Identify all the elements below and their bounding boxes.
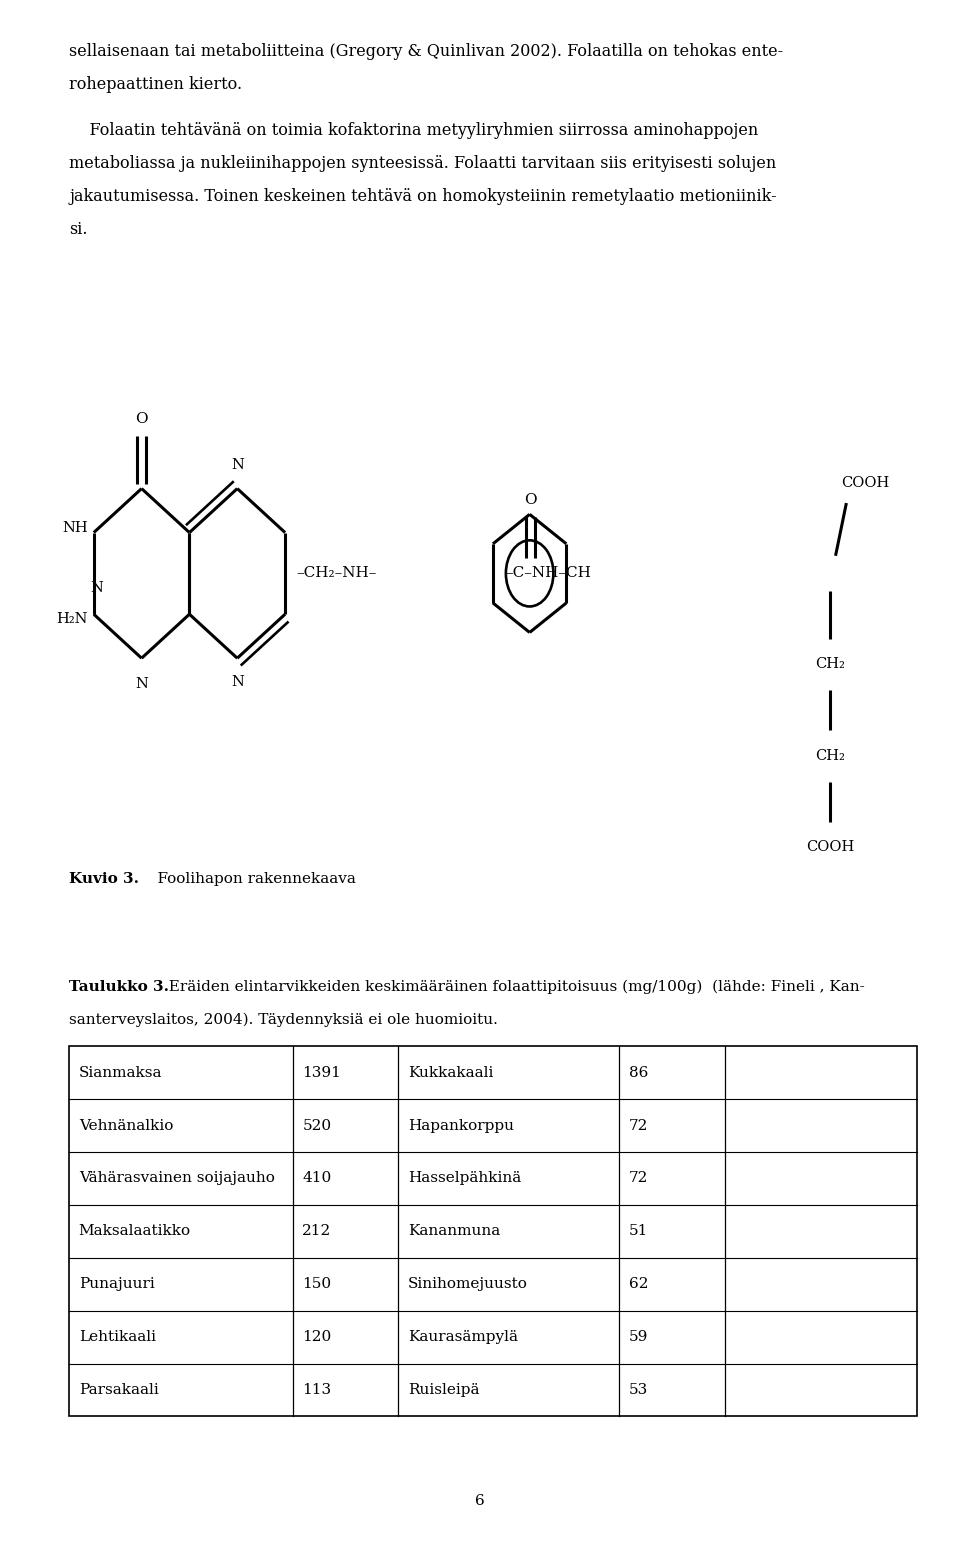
Text: rohepaattinen kierto.: rohepaattinen kierto. bbox=[69, 76, 242, 94]
Text: metaboliassa ja nukleiinihappojen synteesissä. Folaatti tarvitaan siis erityises: metaboliassa ja nukleiinihappojen syntee… bbox=[69, 154, 777, 173]
Text: 53: 53 bbox=[629, 1383, 648, 1396]
Text: Hasselpähkinä: Hasselpähkinä bbox=[408, 1171, 521, 1185]
Text: Eräiden elintarvikkeiden keskimääräinen folaattipitoisuus (mg/100g)  (lähde: Fin: Eräiden elintarvikkeiden keskimääräinen … bbox=[159, 980, 865, 994]
Text: 410: 410 bbox=[302, 1171, 331, 1185]
Text: CH₂: CH₂ bbox=[815, 748, 845, 762]
Text: 120: 120 bbox=[302, 1330, 331, 1344]
Text: O: O bbox=[135, 412, 148, 426]
Text: 1391: 1391 bbox=[302, 1066, 341, 1080]
Text: N: N bbox=[90, 582, 103, 596]
Text: –CH₂–NH–: –CH₂–NH– bbox=[296, 566, 376, 580]
Text: 212: 212 bbox=[302, 1224, 331, 1239]
Text: jakautumisessa. Toinen keskeinen tehtävä on homokysteiinin remetylaatio metionii: jakautumisessa. Toinen keskeinen tehtävä… bbox=[69, 188, 777, 205]
Text: Kukkakaali: Kukkakaali bbox=[408, 1066, 493, 1080]
Text: Kaurasämpylä: Kaurasämpylä bbox=[408, 1330, 518, 1344]
Text: N: N bbox=[230, 458, 244, 472]
Text: Vähärasvainen soijajauho: Vähärasvainen soijajauho bbox=[79, 1171, 275, 1185]
Text: COOH: COOH bbox=[806, 841, 854, 855]
Text: sellaisenaan tai metaboliitteina (Gregory & Quinlivan 2002). Folaatilla on tehok: sellaisenaan tai metaboliitteina (Gregor… bbox=[69, 43, 783, 60]
Text: NH: NH bbox=[61, 520, 87, 534]
Text: 6: 6 bbox=[475, 1494, 485, 1509]
Text: Hapankorppu: Hapankorppu bbox=[408, 1119, 514, 1133]
Text: si.: si. bbox=[69, 221, 87, 239]
Text: H₂N: H₂N bbox=[56, 613, 87, 626]
Text: –C–NH–CH: –C–NH–CH bbox=[506, 566, 591, 580]
Text: Parsakaali: Parsakaali bbox=[79, 1383, 158, 1396]
Text: 113: 113 bbox=[302, 1383, 331, 1396]
Text: 86: 86 bbox=[629, 1066, 648, 1080]
Text: 51: 51 bbox=[629, 1224, 648, 1239]
Text: 62: 62 bbox=[629, 1278, 648, 1291]
Text: Kuvio 3.: Kuvio 3. bbox=[69, 872, 139, 886]
Text: Kananmuna: Kananmuna bbox=[408, 1224, 500, 1239]
Text: N: N bbox=[135, 677, 148, 691]
Text: Taulukko 3.: Taulukko 3. bbox=[69, 980, 169, 994]
Text: santerveyslaitos, 2004). Täydennyksiä ei ole huomioitu.: santerveyslaitos, 2004). Täydennyksiä ei… bbox=[69, 1014, 498, 1028]
Text: Ruisleipä: Ruisleipä bbox=[408, 1383, 479, 1396]
Text: Folaatin tehtävänä on toimia kofaktorina metyyliryhmien siirrossa aminohappojen: Folaatin tehtävänä on toimia kofaktorina… bbox=[69, 122, 758, 139]
Text: Punajuuri: Punajuuri bbox=[79, 1278, 155, 1291]
Bar bbox=[69, 1046, 917, 1416]
Text: 72: 72 bbox=[629, 1171, 648, 1185]
Text: 72: 72 bbox=[629, 1119, 648, 1133]
Text: Lehtikaali: Lehtikaali bbox=[79, 1330, 156, 1344]
Text: O: O bbox=[524, 492, 537, 506]
Text: 520: 520 bbox=[302, 1119, 331, 1133]
Text: Sinihomejuusto: Sinihomejuusto bbox=[408, 1278, 528, 1291]
Text: Sianmaksa: Sianmaksa bbox=[79, 1066, 162, 1080]
Text: N: N bbox=[230, 674, 244, 688]
Text: Maksalaatikko: Maksalaatikko bbox=[79, 1224, 191, 1239]
Text: COOH: COOH bbox=[841, 475, 889, 491]
Text: Vehnänalkio: Vehnänalkio bbox=[79, 1119, 173, 1133]
Text: 59: 59 bbox=[629, 1330, 648, 1344]
Text: 150: 150 bbox=[302, 1278, 331, 1291]
Text: CH₂: CH₂ bbox=[815, 657, 845, 671]
Text: Foolihapon rakennekaava: Foolihapon rakennekaava bbox=[138, 872, 356, 886]
